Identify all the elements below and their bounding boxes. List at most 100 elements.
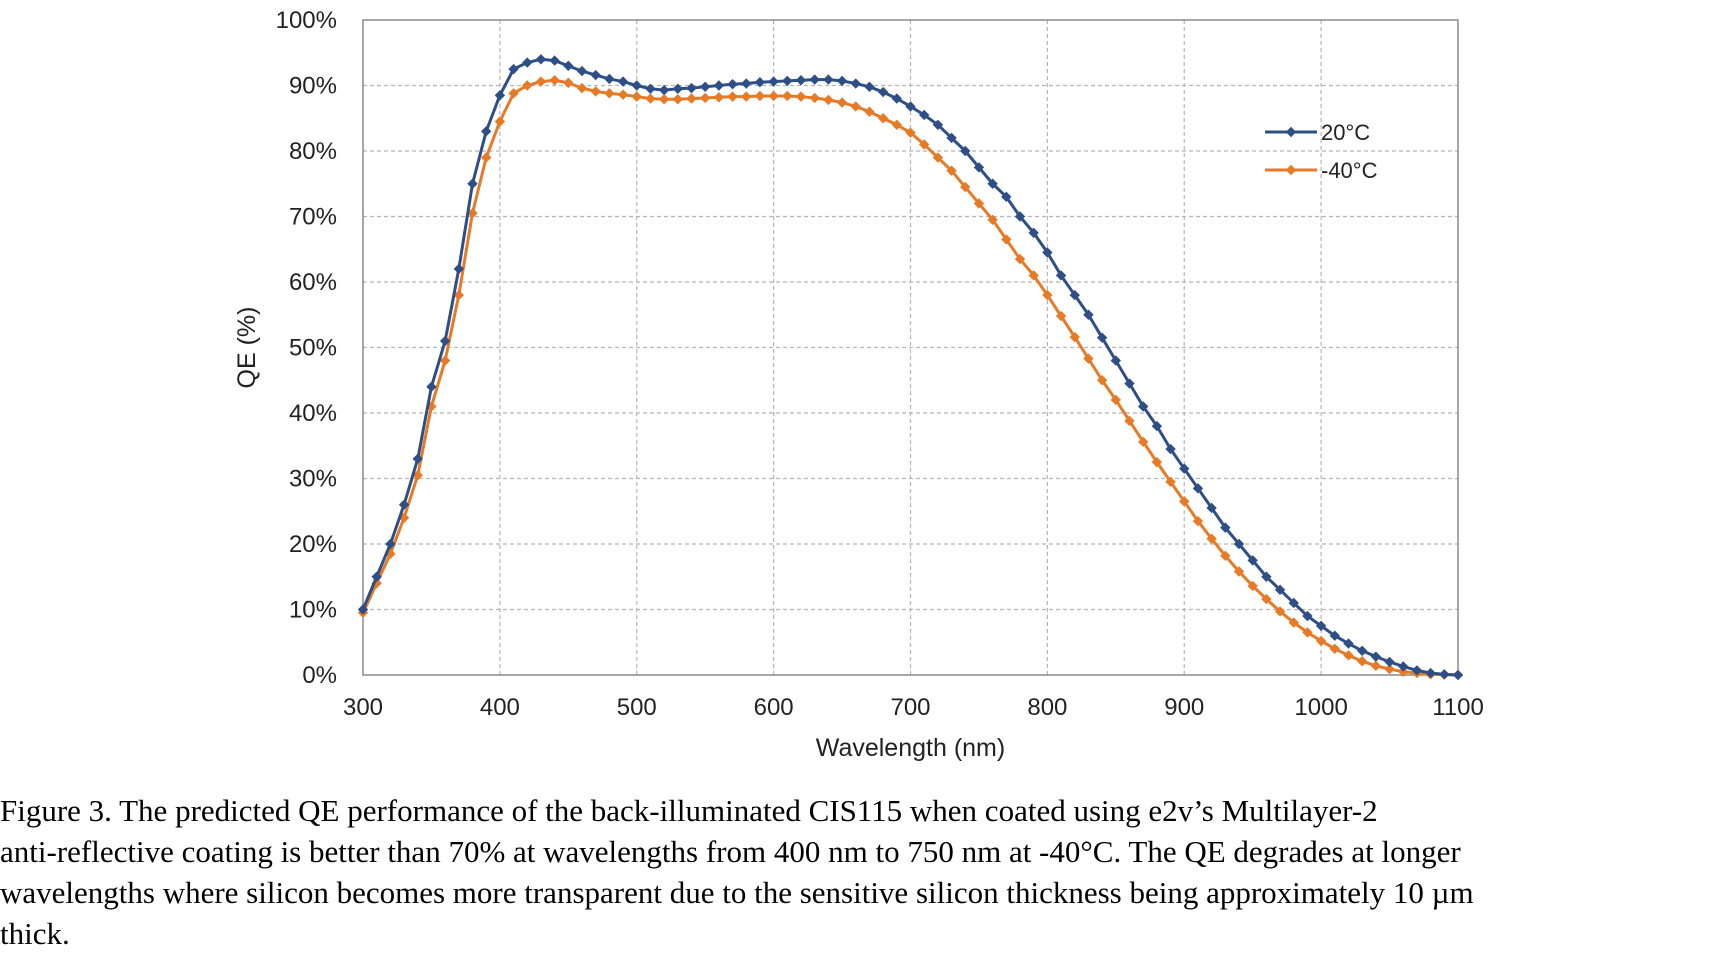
data-point [1274,606,1286,617]
data-point [522,80,533,91]
data-point [1151,420,1163,432]
data-point [850,101,861,112]
y-tick-label: 60% [289,269,337,296]
data-point [973,162,985,173]
data-point [850,78,861,89]
plot-area-frame [362,19,1459,676]
data-point [891,93,903,104]
data-point [782,90,793,102]
data-point [1329,643,1341,654]
data-point [1206,502,1217,514]
data-point [1124,378,1135,389]
data-point [576,82,588,94]
data-point [932,152,944,163]
y-tick-label: 80% [289,138,337,165]
data-point [1343,638,1354,649]
data-point [918,139,930,150]
data-point [727,91,738,102]
x-tick-label: 300 [343,694,383,721]
data-point [768,90,779,102]
data-point [426,381,437,392]
data-point [946,165,957,176]
data-point [1233,538,1245,550]
data-point [1274,584,1286,596]
data-point [1315,635,1327,647]
data-point [1329,630,1341,641]
data-point [1014,253,1026,265]
data-point [864,81,875,93]
data-point [768,76,779,87]
data-point [754,77,766,88]
data-point [508,63,519,75]
data-point [1192,483,1204,494]
data-point [385,538,396,550]
legend-marker [1285,126,1297,138]
data-point [398,512,410,523]
data-point [453,289,465,301]
data-point [645,93,656,104]
x-tick-label: 700 [890,694,930,721]
x-tick-label: 1100 [1432,694,1484,721]
data-point [1179,496,1190,507]
data-point [960,181,971,193]
data-point [1055,310,1067,322]
data-point [439,335,451,347]
data-point [1370,660,1382,672]
data-point [891,119,903,130]
data-point [1261,571,1272,582]
data-point [549,55,560,66]
data-point [809,74,820,85]
data-point [905,127,916,138]
data-point [1398,666,1409,677]
data-point [1165,476,1176,487]
y-tick-label: 90% [289,73,337,100]
data-point [809,92,820,104]
x-tick-label: 400 [480,694,520,721]
data-point [1083,353,1094,364]
x-tick-label: 800 [1027,694,1067,721]
x-tick-label: 500 [617,694,657,721]
data-point [672,83,684,94]
data-point [686,82,697,94]
x-tick-label: 900 [1164,694,1204,721]
data-point [932,119,944,130]
data-point [1220,522,1231,533]
x-tick-labels: 300 400 500 600 700 800 900 1000 1100 [343,694,1484,721]
caption-line: wavelengths where silicon becomes more t… [0,875,1474,910]
data-point [1028,227,1039,239]
data-point [741,78,752,89]
data-point [658,84,670,96]
data-point [946,132,957,144]
caption-line: anti-reflective coating is better than 7… [0,834,1461,869]
data-point [1137,436,1149,448]
data-point [535,76,547,87]
data-point [645,83,656,94]
data-point [1288,617,1299,628]
data-point [494,90,506,101]
data-point [1001,191,1012,203]
y-tick-label: 30% [289,466,337,493]
legend-label: 20°C [1321,120,1370,145]
y-tick-label: 70% [289,204,337,231]
data-point [1069,331,1080,343]
data-point [1192,515,1204,527]
data-point [508,88,519,99]
data-point [754,90,766,102]
data-point [877,86,889,98]
data-point [782,75,793,87]
data-point [453,263,465,275]
legend-item: -40°C [1265,158,1378,183]
data-point [617,76,629,87]
data-point [576,65,588,77]
data-point [563,60,574,72]
data-point [1124,415,1135,427]
data-point [1096,332,1108,343]
data-point [987,214,998,225]
data-point [631,80,642,91]
data-point [1315,620,1327,632]
data-point [1083,309,1094,320]
data-point [604,88,615,99]
data-point [1384,663,1395,675]
data-point [480,152,492,163]
legend-label: -40°C [1321,158,1378,183]
